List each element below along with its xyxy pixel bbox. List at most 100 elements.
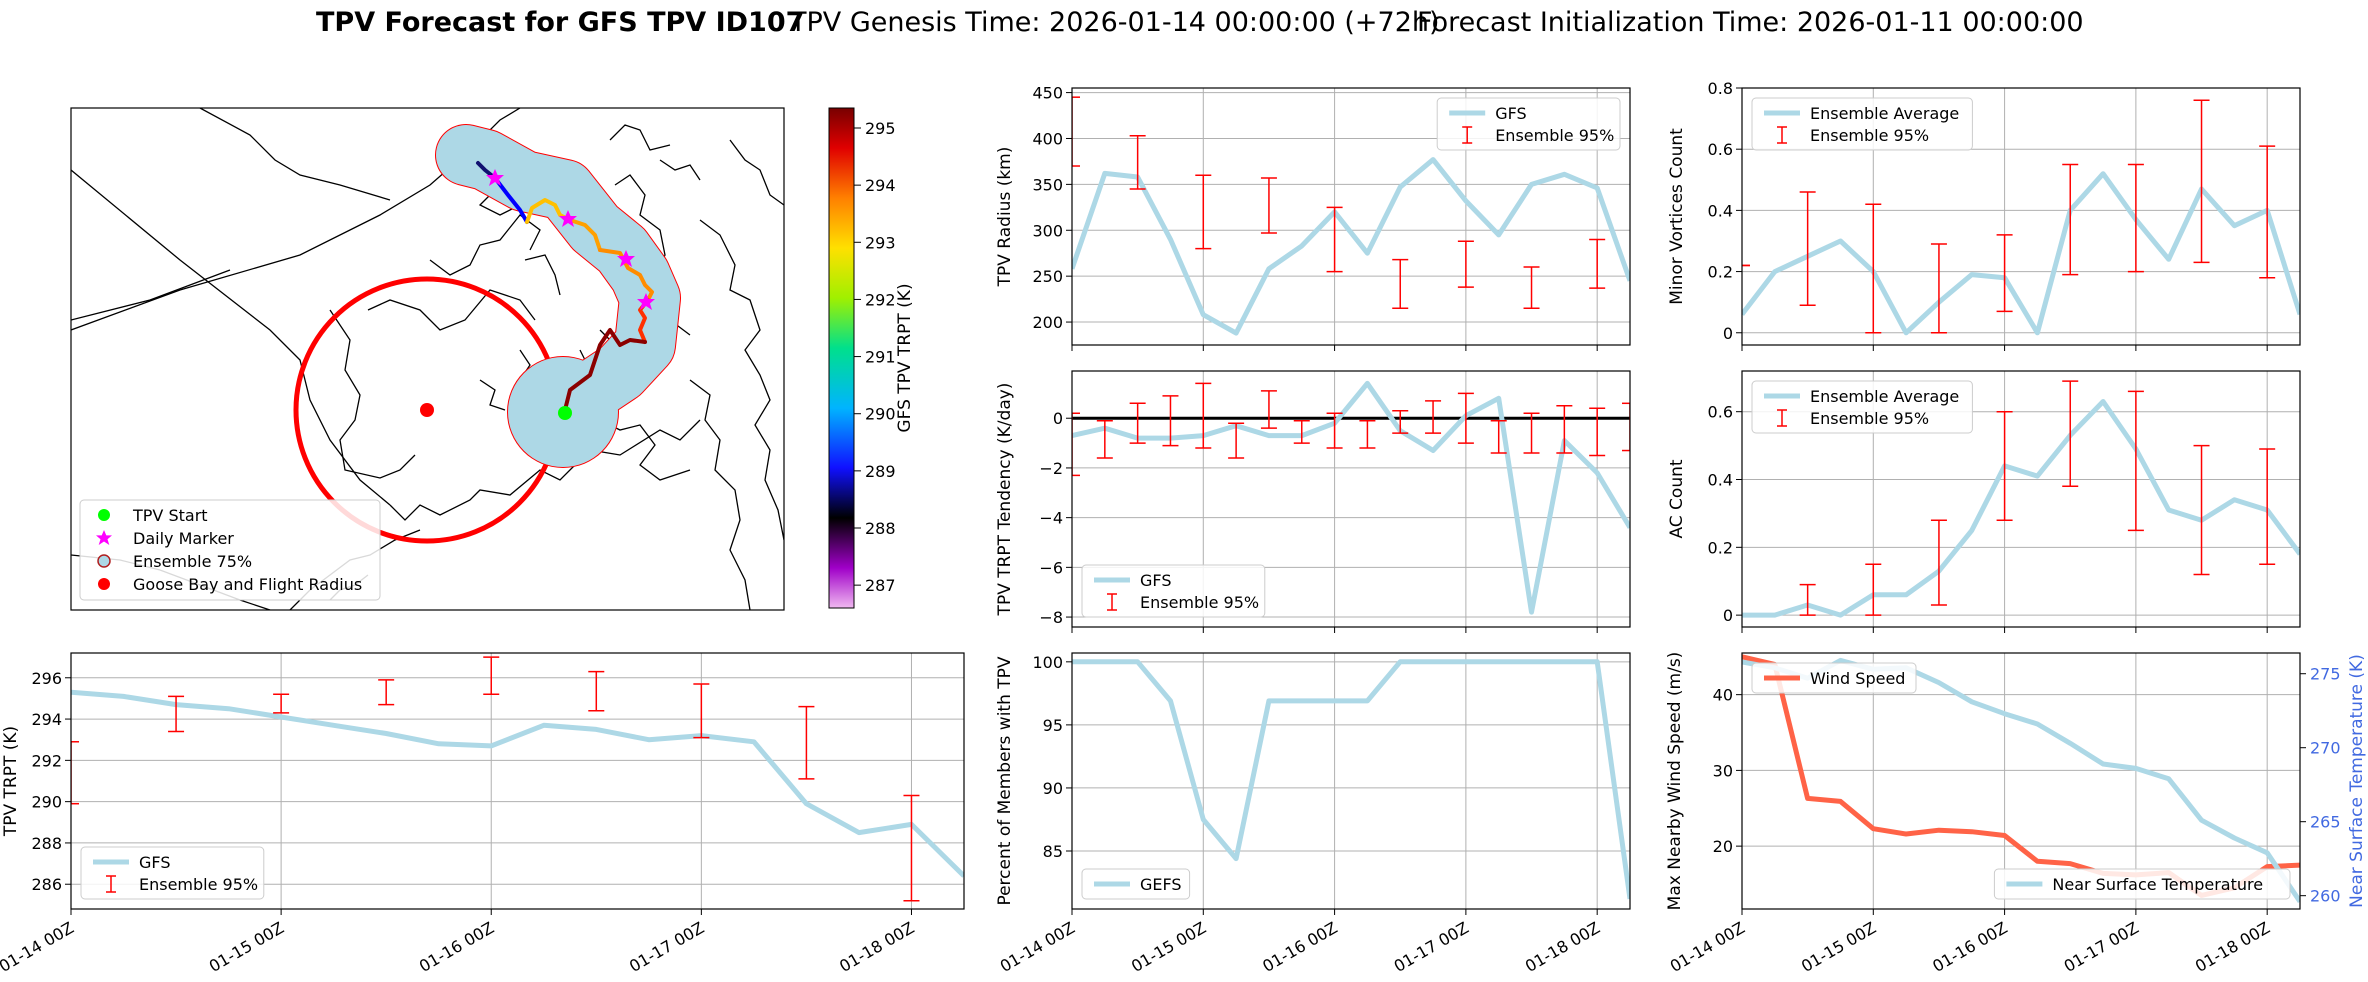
track-map: TPV Start Daily Marker Ensemble 75% Goos… (70, 107, 785, 611)
errorbar (1425, 400, 1442, 434)
x-tick-label: 01-14 00Z (0, 918, 77, 976)
chart-wind_temp: 20 30 40 01-14 00Z 01-15 00Z 01-16 00Z 01-17 0… (1665, 652, 2367, 976)
errorbar (1392, 258, 1409, 310)
y-tick-label: 0 (1053, 409, 1063, 428)
errorbar (903, 794, 920, 902)
y-tick-label: 250 (1032, 267, 1063, 286)
colorbar-label: GFS TPV TRPT (K) (895, 283, 915, 432)
y-tick-label: 300 (1032, 221, 1063, 240)
colorbar-tick-label: 289 (865, 462, 896, 481)
y-tick-label: 294 (31, 710, 62, 729)
errorbar (1556, 405, 1573, 454)
y-right-tick-label: 270 (2310, 739, 2341, 758)
chart-tendency: −8 −6 −4 −2 0 TPV TRPT Tendency (K/day) GFS Ens… (995, 370, 1631, 633)
y-right-axis-label: Near Surface Temperature (K) (2347, 654, 2367, 908)
legend-label: Ensemble 95% (1495, 126, 1614, 145)
legend: GFS Ensemble 95% (80, 846, 265, 900)
chart-minor: 0 0.2 0.4 0.6 0.8 Minor Vortices Count Ensembl… (1667, 79, 2301, 351)
errorbar (71, 741, 79, 805)
errorbar (1996, 410, 2013, 521)
y-axis-label: AC Count (1667, 459, 1687, 538)
errorbar (1359, 419, 1376, 449)
x-tick-label: 01-14 00Z (1667, 918, 1748, 976)
errorbar (2062, 380, 2079, 488)
errorbar (1228, 422, 1245, 459)
plot-area (1072, 96, 1630, 336)
x-tick-label: 01-15 00Z (1128, 918, 1209, 976)
legend-label: Ensemble Average (1810, 104, 1959, 123)
errorbar (1072, 96, 1080, 167)
x-tick-label: 01-17 00Z (626, 918, 707, 976)
errorbar (798, 705, 815, 780)
goose-bay-point (420, 403, 434, 417)
x-tick-label: 01-18 00Z (1522, 918, 1603, 976)
y-tick-label: 200 (1032, 313, 1063, 332)
legend-box (1081, 868, 1191, 900)
y-tick-label: 0.8 (1708, 79, 1733, 98)
daily-marker-star (617, 250, 635, 267)
errorbar (1326, 206, 1343, 273)
errorbar (1523, 412, 1540, 454)
y-right-tick-label: 260 (2310, 887, 2341, 906)
y-tick-label: 0.4 (1708, 471, 1733, 490)
legend: GEFS (1081, 868, 1191, 900)
errorbar (1260, 390, 1277, 429)
errorbar-legend-icon (1462, 126, 1473, 144)
ensemble-75-envelope (435, 124, 681, 468)
legend-lightblue-circle-icon (97, 554, 111, 568)
x-tick-label: 01-15 00Z (1798, 918, 1879, 976)
gridlines (70, 653, 964, 909)
legend-label: Goose Bay and Flight Radius (133, 575, 362, 594)
errorbar (1865, 203, 1882, 334)
y-tick-label: 286 (31, 875, 62, 894)
errorbars (1742, 99, 2276, 334)
daily-marker-star (559, 210, 577, 227)
errorbars (71, 656, 920, 902)
legend-label: Ensemble 95% (1810, 126, 1929, 145)
legend-red-circle-icon (98, 578, 110, 590)
errorbar (2193, 99, 2210, 264)
legend: Ensemble Average Ensemble 95% (1751, 380, 1973, 434)
title-bold: TPV Forecast for GFS TPV ID107 (316, 7, 804, 38)
x-tick-label: 01-18 00Z (836, 918, 917, 976)
legend-right: Near Surface Temperature (1993, 868, 2291, 900)
errorbar (273, 693, 290, 714)
chart-trpt: 286 288 290 292 294 296 01-14 00Z 01-15 00Z 01-1… (0, 652, 965, 976)
legend-label: Ensemble Average (1810, 387, 1959, 406)
legend-label: Daily Marker (133, 529, 234, 548)
colorbar-tick-label: 287 (865, 576, 896, 595)
errorbar-legend-icon (1777, 409, 1787, 427)
errorbars (1072, 96, 1606, 310)
errorbar (1072, 412, 1080, 477)
series-line-gefs (1072, 659, 1630, 900)
y-right-tick-label: 275 (2310, 665, 2341, 684)
title-genesis: TPV Genesis Time: 2026-01-14 00:00:00 (+… (789, 7, 1440, 38)
errorbars (1072, 382, 1630, 477)
y-axis-label: Percent of Members with TPV (995, 656, 1015, 905)
y-tick-label: 90 (1043, 779, 1063, 798)
plot-area (71, 656, 964, 902)
errorbar (1622, 402, 1630, 452)
y-tick-label: 30 (1713, 761, 1733, 780)
y-tick-label: 95 (1043, 716, 1063, 735)
series-line-ensemble-average (1742, 399, 2300, 618)
plot-frame (1071, 652, 1631, 910)
legend-label: GFS (1140, 571, 1171, 590)
errorbar (1457, 392, 1474, 444)
colorbar-tick-label: 290 (865, 405, 896, 424)
legend-label: Ensemble 75% (133, 552, 252, 571)
colorbar-tick-label: 292 (865, 290, 896, 309)
errorbar (588, 670, 605, 712)
errorbar (1490, 419, 1507, 454)
legend-green-circle-icon (98, 509, 110, 521)
legend-magenta-star-icon (96, 530, 112, 545)
legend-label: GEFS (1140, 875, 1182, 894)
errorbar (168, 695, 185, 733)
y-tick-label: 290 (31, 793, 62, 812)
y-tick-label: 350 (1032, 175, 1063, 194)
errorbar (2193, 444, 2210, 576)
daily-marker-star (486, 169, 504, 186)
y-tick-label: 40 (1713, 686, 1733, 705)
series-line-gfs (1072, 380, 1630, 615)
